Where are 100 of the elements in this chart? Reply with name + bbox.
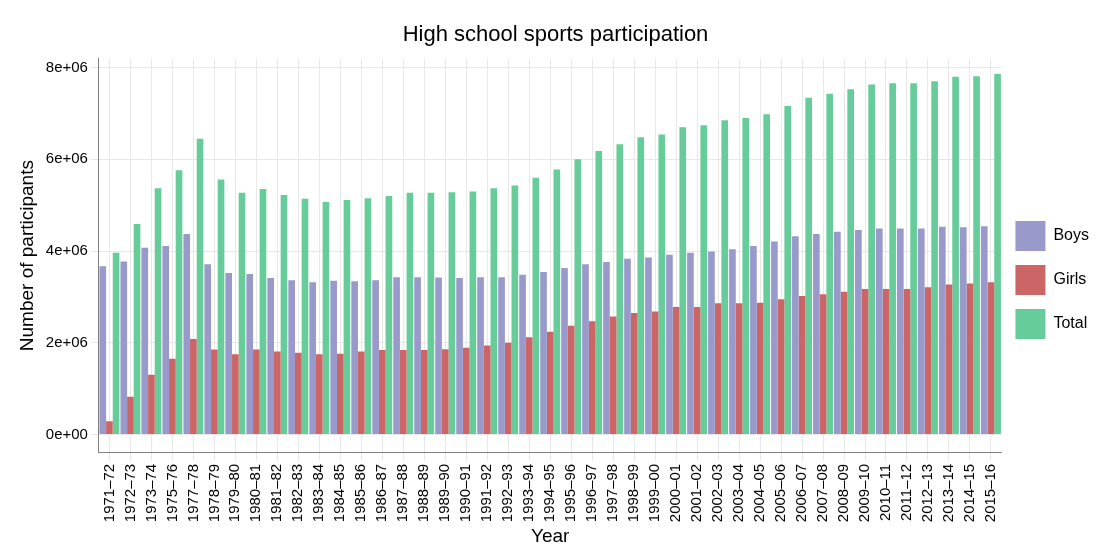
- bar: [385, 195, 393, 434]
- bar: [106, 421, 113, 434]
- bar: [456, 278, 463, 434]
- bar: [889, 83, 896, 434]
- bar: [574, 159, 582, 434]
- x-tick-label: 1986–87: [372, 463, 390, 523]
- bar: [532, 177, 540, 434]
- bar: [393, 277, 400, 434]
- bar: [190, 339, 197, 434]
- bar: [756, 302, 764, 434]
- bar: [133, 223, 141, 434]
- bar: [357, 351, 365, 434]
- bar: [603, 262, 610, 434]
- bar: [687, 252, 694, 434]
- bar: [834, 231, 841, 434]
- bar: [826, 93, 833, 434]
- bar: [469, 191, 477, 434]
- bar: [259, 189, 267, 434]
- bar: [763, 114, 771, 434]
- bar: [364, 198, 372, 434]
- y-tick-label: 2e+06: [45, 332, 88, 350]
- bar: [274, 351, 281, 434]
- x-tick-label: 2006–07: [792, 463, 810, 523]
- bar: [309, 282, 316, 434]
- bar: [952, 76, 959, 434]
- bar: [336, 353, 344, 434]
- bar: [477, 277, 484, 434]
- bar: [666, 254, 673, 434]
- bar: [771, 241, 778, 434]
- bar: [980, 226, 988, 434]
- y-tick-label: 4e+06: [45, 241, 88, 259]
- bar: [651, 311, 659, 434]
- bar: [595, 151, 603, 434]
- bar: [784, 106, 792, 434]
- bar: [420, 350, 428, 434]
- x-tick-label: 2007–08: [813, 463, 831, 523]
- bar: [693, 306, 701, 434]
- bar: [498, 277, 505, 434]
- x-tick-label: 1985–86: [351, 463, 369, 523]
- bar: [750, 245, 757, 434]
- bar: [343, 200, 351, 434]
- bar: [414, 277, 421, 434]
- bar: [616, 144, 624, 434]
- bar: [246, 273, 254, 434]
- bar: [351, 281, 358, 434]
- x-tick-label: 2002–03: [708, 463, 726, 523]
- bar: [288, 280, 295, 434]
- x-tick-label: 2004–05: [750, 463, 768, 523]
- bar: [225, 273, 233, 434]
- bar: [441, 349, 449, 434]
- bar: [637, 137, 645, 434]
- x-tick-label: 1984–85: [330, 463, 348, 523]
- bar: [924, 287, 932, 434]
- bar: [903, 289, 911, 434]
- x-tick-label: 1975–76: [162, 463, 180, 523]
- bar: [973, 76, 980, 434]
- x-tick-label: 1988–89: [414, 463, 432, 523]
- bar: [882, 289, 890, 434]
- bar: [504, 342, 512, 434]
- x-tick-label: 1982–83: [288, 463, 306, 523]
- x-tick-label: 1980–81: [246, 463, 264, 523]
- bar: [700, 125, 708, 434]
- bar: [630, 312, 638, 434]
- bar: [861, 289, 869, 434]
- x-tick-label: 2012–13: [918, 463, 936, 523]
- bar: [232, 354, 239, 434]
- bar: [742, 118, 750, 434]
- x-tick-label: 1991–92: [477, 463, 495, 523]
- bar: [798, 295, 806, 434]
- bar: [175, 170, 183, 434]
- x-tick-label: 2011–12: [897, 463, 915, 522]
- bar: [672, 306, 680, 434]
- bar: [280, 195, 288, 434]
- x-tick-label: 1973–74: [141, 463, 159, 523]
- bar: [154, 188, 162, 434]
- bar: [511, 185, 519, 434]
- bar: [267, 278, 275, 434]
- bar: [553, 169, 561, 434]
- x-tick-label: 1996–97: [582, 463, 600, 523]
- bar: [204, 264, 212, 434]
- x-tick-label: 2014–15: [960, 463, 978, 523]
- y-tick-label: 6e+06: [45, 149, 88, 167]
- legend-label: Total: [1053, 314, 1088, 332]
- x-tick-label: 1997–98: [603, 463, 621, 523]
- chart-title: High school sports participation: [402, 21, 709, 47]
- bar: [253, 349, 260, 434]
- bar: [847, 89, 854, 434]
- bar: [483, 345, 491, 434]
- bar: [183, 234, 191, 434]
- legend-label: Boys: [1053, 226, 1090, 244]
- x-tick-label: 1987–88: [393, 463, 411, 523]
- bar: [217, 179, 225, 434]
- bar: [141, 247, 149, 434]
- x-tick-label: 2015–16: [981, 463, 999, 523]
- bar: [427, 192, 435, 434]
- bar: [714, 303, 722, 434]
- bar: [540, 272, 547, 434]
- bar: [211, 349, 218, 434]
- x-tick-label: 1992–93: [498, 463, 516, 523]
- bar: [945, 284, 953, 434]
